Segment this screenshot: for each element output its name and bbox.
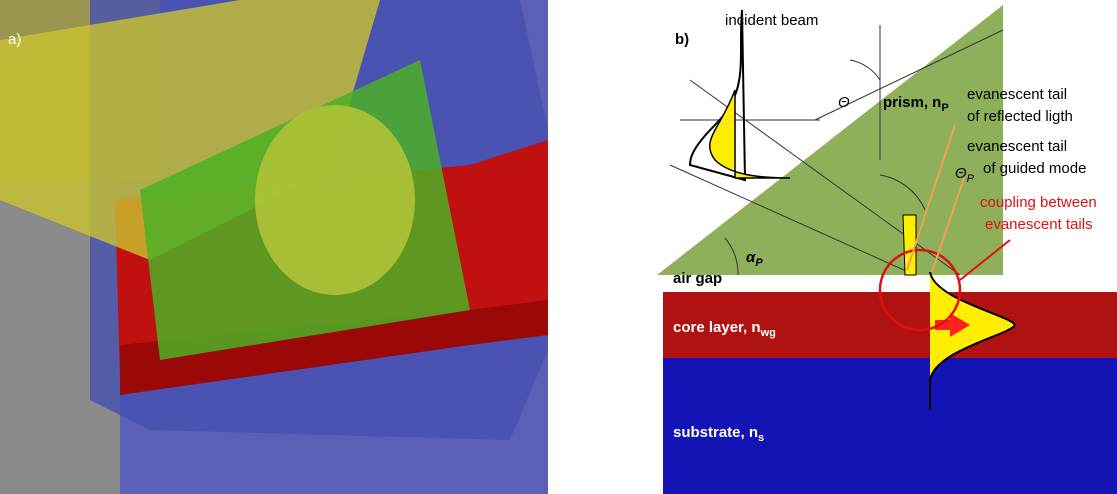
subscript: P xyxy=(755,257,763,269)
subscript: s xyxy=(758,432,764,444)
text: substrate, n xyxy=(673,424,758,441)
line: coupling between xyxy=(980,194,1097,211)
subscript: P xyxy=(967,173,975,185)
figure: a) b) incident beam Θ prism, nP ΘP αP xyxy=(0,0,1117,494)
angle-arc xyxy=(850,60,880,80)
panel-a: a) xyxy=(0,0,548,494)
text: core layer, n xyxy=(673,319,761,336)
line: of reflected ligth xyxy=(967,108,1073,125)
incident-beam-label: incident beam xyxy=(725,12,818,29)
subscript: wg xyxy=(760,327,776,339)
panel-b: b) incident beam Θ prism, nP ΘP αP evane… xyxy=(657,5,1117,494)
panel-label: a) xyxy=(8,31,21,48)
line: evanescent tail xyxy=(967,138,1067,155)
text: Θ xyxy=(955,165,967,182)
air-gap-label: air gap xyxy=(673,270,722,287)
theta-label: Θ xyxy=(838,94,850,111)
subscript: P xyxy=(941,102,948,114)
line: evanescent tails xyxy=(985,216,1093,233)
reflected-tail xyxy=(903,215,916,275)
text: prism, n xyxy=(883,94,941,111)
prism xyxy=(657,5,1003,275)
line: of guided mode xyxy=(983,160,1086,177)
beam-spot xyxy=(255,105,415,295)
line: evanescent tail xyxy=(967,86,1067,103)
panel-label: b) xyxy=(675,31,689,48)
